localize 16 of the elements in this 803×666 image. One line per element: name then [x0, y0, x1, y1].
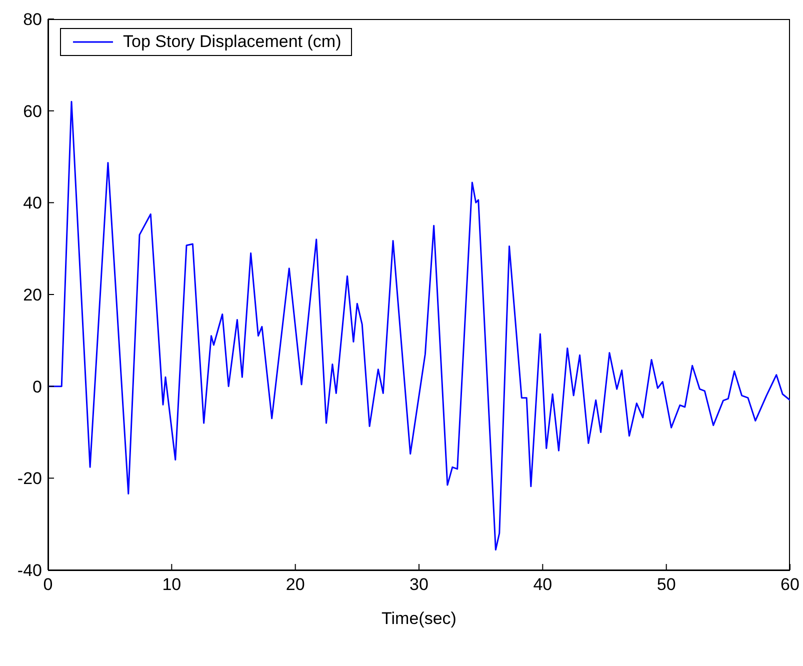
y-tick-label: 40 — [23, 194, 42, 213]
y-tick-label: 80 — [23, 10, 42, 30]
x-tick-label: 40 — [533, 575, 552, 594]
x-tick-label: 30 — [410, 575, 428, 594]
x-axis-title: Time(sec) — [382, 609, 456, 628]
y-tick-label: -40 — [17, 561, 42, 580]
y-tick-label: 0 — [32, 377, 42, 396]
x-tick-label: 50 — [656, 575, 676, 594]
y-tick-label: 60 — [23, 102, 42, 121]
x-tick-label: 60 — [780, 575, 800, 594]
line-series — [48, 100, 790, 551]
x-tick-label: 20 — [286, 575, 305, 594]
x-tick-label: 10 — [162, 575, 182, 594]
y-tick-label: 20 — [23, 286, 42, 305]
legend-label: Top Story Displacement (cm) — [123, 32, 342, 52]
y-tick-label: -20 — [17, 469, 42, 488]
